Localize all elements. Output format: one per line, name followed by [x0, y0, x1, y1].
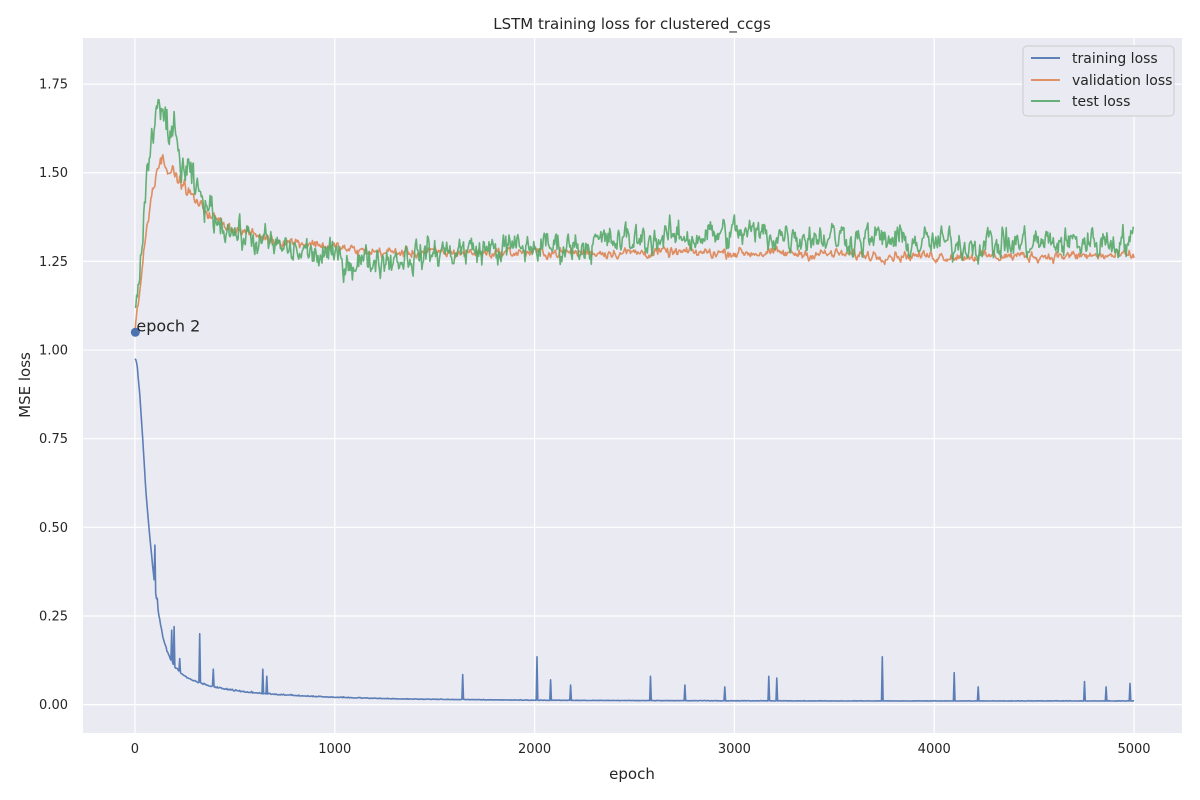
x-tick-label: 2000	[518, 742, 551, 757]
annotation-label: epoch 2	[136, 316, 200, 335]
series-layer	[134, 98, 1135, 702]
y-axis-label: MSE loss	[16, 352, 34, 418]
gridlines	[83, 38, 1182, 733]
y-tick-label: 1.25	[39, 255, 68, 270]
x-tick-label: 0	[131, 742, 139, 757]
chart-title: LSTM training loss for clustered_ccgs	[493, 15, 771, 34]
annotation-marker	[130, 327, 140, 337]
x-ticks: 0 1000 2000 3000 4000 5000	[131, 742, 1151, 757]
x-tick-label: 1000	[318, 742, 351, 757]
legend-label-validation: validation loss	[1072, 73, 1172, 89]
legend-box	[1022, 45, 1175, 117]
y-tick-label: 0.50	[39, 521, 68, 536]
x-tick-label: 5000	[1117, 742, 1150, 757]
x-tick-label: 4000	[918, 742, 951, 757]
x-tick-label: 3000	[718, 742, 751, 757]
series-line-0	[134, 358, 1135, 702]
y-tick-label: 0.25	[39, 609, 68, 624]
legend-label-test: test loss	[1072, 94, 1130, 110]
y-tick-label: 1.00	[39, 344, 68, 359]
legend: training loss validation loss test loss	[1022, 45, 1175, 117]
legend-label-training: training loss	[1072, 51, 1158, 67]
y-ticks: 0.00 0.25 0.50 0.75 1.00 1.25 1.50 1.75	[39, 78, 68, 714]
annotation-layer: epoch 2	[130, 316, 200, 337]
series-line-2	[134, 98, 1135, 309]
y-tick-label: 1.50	[39, 166, 68, 181]
x-axis-label: epoch	[609, 765, 655, 783]
y-tick-label: 0.75	[39, 432, 68, 447]
y-tick-label: 0.00	[39, 698, 68, 713]
plot-area	[83, 38, 1182, 733]
y-tick-label: 1.75	[39, 78, 68, 93]
